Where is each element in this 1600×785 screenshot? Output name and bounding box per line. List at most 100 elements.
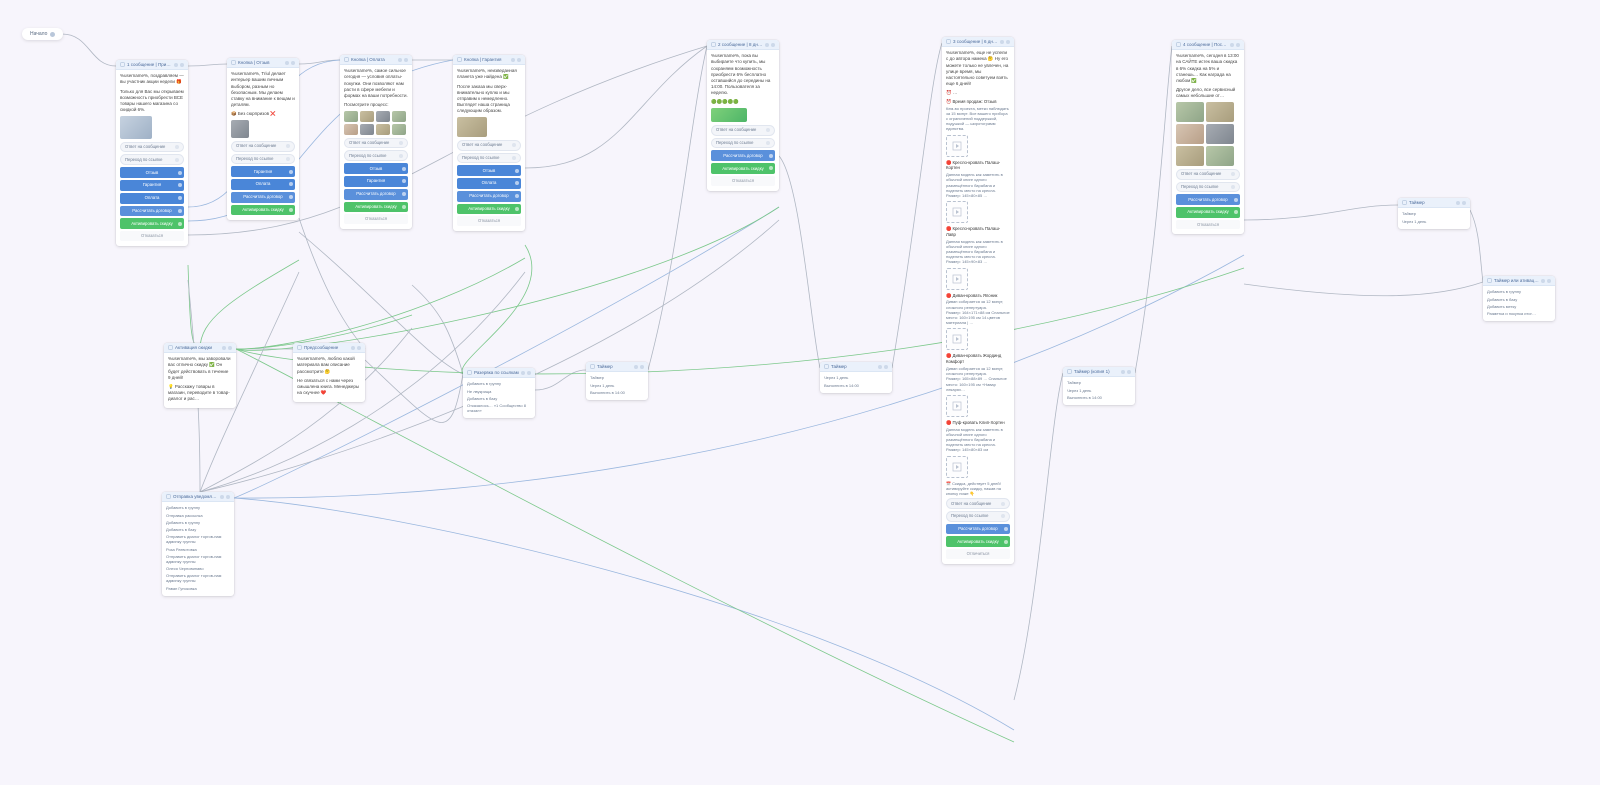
more-icon[interactable] [771,43,775,47]
close-icon[interactable] [878,365,882,369]
start-node[interactable]: Начало [22,28,63,40]
more-icon[interactable] [1547,279,1551,283]
decline-link[interactable]: Отказаться [120,231,184,241]
reply-trigger[interactable]: Ответ на сообщение [344,138,408,149]
node-review[interactable]: Кнопка | Отзыв%username%, Triul делает и… [227,58,299,220]
link-trigger[interactable]: Переход по ссылке [1176,182,1240,193]
activate-button[interactable]: Активировать скидку [457,204,521,215]
close-icon[interactable] [1000,40,1004,44]
decline-link[interactable]: Отказаться [711,176,775,186]
node-notify[interactable]: Отправка уведомленияДобавить в группуОтп… [162,492,234,596]
node-timer-c[interactable]: Таймер (копия 1)ТаймерЧерез 1 деньВыполн… [1063,367,1135,405]
close-icon[interactable] [521,371,525,375]
node-warranty-header[interactable]: Кнопка | Гарантия [453,55,525,65]
more-icon[interactable] [1127,370,1131,374]
close-icon[interactable] [220,495,224,499]
reply-trigger[interactable]: Ответ на сообщение [120,142,184,153]
calc-button[interactable]: Рассчитать договор [120,206,184,217]
review-button[interactable]: Отзыв [457,165,521,176]
link-trigger[interactable]: Переход по ссылке [946,511,1010,522]
node-timer-a-header[interactable]: Таймер [586,362,648,372]
node-timer-b-header[interactable]: Таймер [820,362,892,372]
close-icon[interactable] [765,43,769,47]
node-notify-header[interactable]: Отправка уведомления [162,492,234,502]
node-timer-right-header[interactable]: Таймер [1398,198,1470,208]
close-icon[interactable] [222,346,226,350]
more-icon[interactable] [1236,43,1240,47]
decline-link[interactable]: Отказаться [1176,220,1240,230]
decline-link[interactable]: Отказаться [457,216,521,226]
node-msg4[interactable]: 4 сообщение | Последний день скидки%user… [1172,40,1244,234]
decline-link[interactable]: Отличиться [946,549,1010,559]
more-icon[interactable] [884,365,888,369]
reply-trigger[interactable]: Ответ на сообщение [1176,169,1240,180]
node-msg1-header[interactable]: 1 сообщение | Приветствие [116,60,188,70]
warranty-button[interactable]: Гарантия [120,180,184,191]
close-icon[interactable] [285,61,289,65]
calc-button[interactable]: Рассчитать договор [457,191,521,202]
node-msg1[interactable]: 1 сообщение | Приветствие%username%, поз… [116,60,188,246]
activate-button[interactable]: Активировать скидку [1176,207,1240,218]
close-icon[interactable] [398,58,402,62]
review-button[interactable]: Отзыв [120,167,184,178]
close-icon[interactable] [174,63,178,67]
payment-button[interactable]: Оплата [457,178,521,189]
activate-button[interactable]: Активировать скидку [120,218,184,229]
node-timer-b[interactable]: ТаймерЧерез 1 деньВыполнить в 14:00 [820,362,892,393]
node-msg3[interactable]: 3 сообщение | 6 дней осталось + хиты (ка… [942,37,1014,564]
node-link-split-header[interactable]: Разервка по ссылкам [463,368,535,378]
close-icon[interactable] [1230,43,1234,47]
node-premessage-header[interactable]: Предсообщение [293,343,365,353]
node-timer-right[interactable]: ТаймерТаймерЧерез 1 день [1398,198,1470,229]
node-msg2[interactable]: 2 сообщение | 8 дней осталось%username%,… [707,40,779,191]
calc-button[interactable]: Рассчитать договор [1176,194,1240,205]
node-timer-activation[interactable]: Таймер или ативация рекл…Добавить в груп… [1483,276,1555,321]
link-trigger[interactable]: Переход по ссылке [457,153,521,164]
node-timer-activation-header[interactable]: Таймер или ативация рекл… [1483,276,1555,286]
more-icon[interactable] [180,63,184,67]
node-activate[interactable]: Активация скидки%username%, мы заворовал… [164,343,236,408]
node-premessage[interactable]: Предсообщение%username%, люблю какой мат… [293,343,365,402]
more-icon[interactable] [226,495,230,499]
warranty-button[interactable]: Гарантия [344,176,408,187]
more-icon[interactable] [228,346,232,350]
reply-trigger[interactable]: Ответ на сообщение [457,140,521,151]
close-icon[interactable] [1121,370,1125,374]
more-icon[interactable] [1462,201,1466,205]
more-icon[interactable] [517,58,521,62]
payment-button[interactable]: Оплата [120,193,184,204]
node-link-split[interactable]: Разервка по ссылкамДобавить в группуНе л… [463,368,535,418]
activate-button[interactable]: Активировать скидку [344,202,408,213]
reply-trigger[interactable]: Ответ на сообщение [711,125,775,136]
reply-trigger[interactable]: Ответ на сообщение [231,141,295,152]
reply-trigger[interactable]: Ответ на сообщение [946,498,1010,509]
node-payment[interactable]: Кнопка | Оплата%username%, самое сильное… [340,55,412,229]
calc-button[interactable]: Рассчитать договор [711,150,775,161]
close-icon[interactable] [1456,201,1460,205]
link-trigger[interactable]: Переход по ссылке [231,154,295,165]
activate-button[interactable]: Активировать скидку [711,163,775,174]
more-icon[interactable] [640,365,644,369]
payment-button[interactable]: Оплата [231,179,295,190]
close-icon[interactable] [634,365,638,369]
link-trigger[interactable]: Переход по ссылке [120,154,184,165]
close-icon[interactable] [1541,279,1545,283]
node-msg2-header[interactable]: 2 сообщение | 8 дней осталось [707,40,779,50]
node-payment-header[interactable]: Кнопка | Оплата [340,55,412,65]
review-button[interactable]: Отзыв [344,163,408,174]
link-trigger[interactable]: Переход по ссылке [344,150,408,161]
node-timer-c-header[interactable]: Таймер (копия 1) [1063,367,1135,377]
close-icon[interactable] [511,58,515,62]
link-trigger[interactable]: Переход по ссылке [711,138,775,149]
decline-link[interactable]: Отказаться [344,214,408,224]
node-timer-a[interactable]: ТаймерТаймерЧерез 1 деньВыполнить в 14:0… [586,362,648,400]
calc-button[interactable]: Рассчитать договор [344,189,408,200]
activate-button[interactable]: Активировать скидку [231,205,295,216]
more-icon[interactable] [357,346,361,350]
node-msg3-header[interactable]: 3 сообщение | 6 дней осталось + хиты (ка… [942,37,1014,47]
calc-button[interactable]: Рассчитать договор [231,192,295,203]
warranty-button[interactable]: Гарантия [231,166,295,177]
more-icon[interactable] [1006,40,1010,44]
more-icon[interactable] [404,58,408,62]
node-review-header[interactable]: Кнопка | Отзыв [227,58,299,68]
